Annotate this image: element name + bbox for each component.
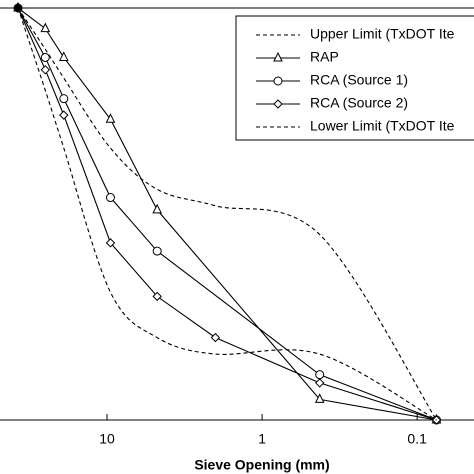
marker (152, 203, 162, 214)
marker (59, 110, 69, 120)
marker (315, 378, 325, 388)
marker (315, 370, 325, 380)
marker (59, 94, 69, 104)
marker (273, 51, 283, 62)
legend-label: Lower Limit (TxDOT Ite (310, 118, 455, 134)
start-dot (14, 4, 22, 12)
marker (273, 76, 283, 86)
legend-label: Upper Limit (TxDOT Ite (310, 26, 455, 42)
marker (210, 332, 221, 343)
legend-label: RCA (Source 1) (310, 72, 408, 88)
marker (105, 193, 115, 203)
marker (314, 393, 325, 403)
x-axis-label: Sieve Opening (mm) (194, 457, 329, 473)
marker (105, 113, 116, 123)
x-tick-label: 1 (258, 431, 266, 447)
marker (152, 246, 162, 256)
x-tick-label: 10 (99, 431, 115, 447)
series-line (17, 7, 438, 421)
marker (152, 291, 162, 302)
marker (273, 99, 283, 109)
series-line (17, 7, 437, 421)
marker (105, 238, 116, 248)
legend-label: RCA (Source 2) (310, 95, 408, 111)
marker (58, 51, 69, 61)
marker (40, 52, 50, 62)
series-line (17, 7, 437, 421)
marker (40, 65, 51, 75)
marker (40, 22, 51, 33)
x-tick-label: 0.1 (407, 431, 427, 447)
legend-label: RAP (310, 49, 339, 65)
